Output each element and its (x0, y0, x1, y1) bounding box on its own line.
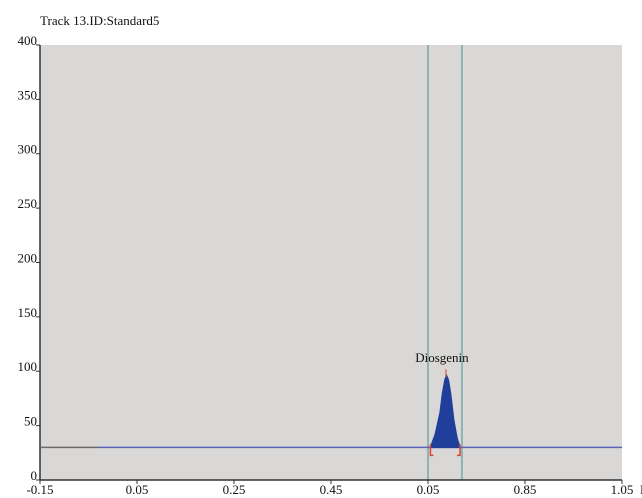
y-tick-label: 400 (18, 33, 38, 48)
x-tick-label: 1.05 (611, 482, 634, 497)
y-tick-label: 150 (18, 305, 38, 320)
x-tick-label: 0.05 (417, 482, 440, 497)
x-axis-label: Rf (640, 482, 642, 497)
y-tick-label: 100 (18, 359, 38, 374)
annotation: Diosgenin (415, 350, 469, 365)
y-tick-label: 50 (24, 414, 37, 429)
y-tick-label: 0 (31, 468, 38, 483)
y-tick-label: 250 (18, 196, 38, 211)
x-tick-label: 0.25 (223, 482, 246, 497)
x-tick-label: 0.85 (514, 482, 537, 497)
x-tick-label: -0.15 (26, 482, 53, 497)
y-tick-label: 200 (18, 250, 38, 265)
y-tick-label: 300 (18, 142, 38, 157)
x-tick-label: 0.45 (320, 482, 343, 497)
peak-area (429, 373, 462, 449)
integration-bound (457, 444, 461, 457)
plot-area (40, 45, 622, 480)
integration-bound (429, 444, 434, 457)
x-tick-label: 0.05 (126, 482, 149, 497)
chart-title: Track 13.ID:Standard5 (40, 13, 159, 28)
y-tick-label: 350 (18, 87, 38, 102)
